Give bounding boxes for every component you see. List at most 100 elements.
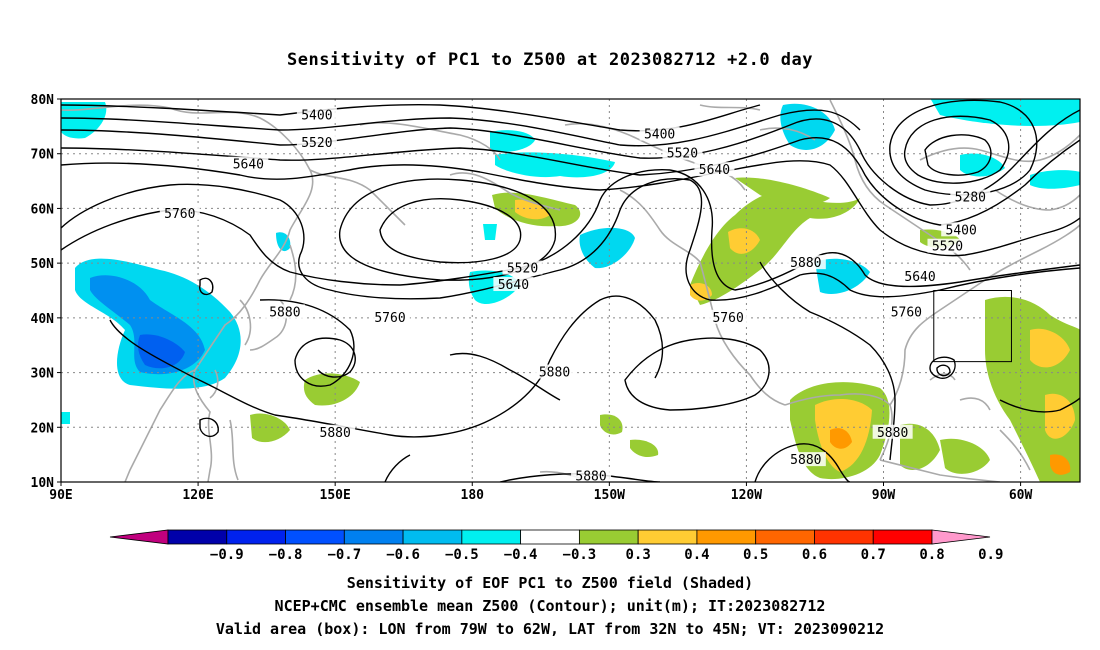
lat-tick-label-6: 20N bbox=[31, 421, 55, 436]
valid-area-box bbox=[933, 290, 1012, 363]
contour-label-12: 5880 bbox=[785, 255, 826, 271]
contour-label-16: 5880 bbox=[264, 304, 305, 320]
svg-text:5760: 5760 bbox=[374, 311, 405, 326]
svg-text:5880: 5880 bbox=[539, 366, 570, 381]
colorbar-label-0: −0.9 bbox=[210, 547, 244, 563]
colorbar-arrow-right bbox=[931, 529, 991, 545]
svg-text:5880: 5880 bbox=[877, 426, 908, 441]
svg-text:5400: 5400 bbox=[946, 223, 977, 238]
footer-line-3: Valid area (box): LON from 79W to 62W, L… bbox=[215, 620, 885, 638]
svg-text:5520: 5520 bbox=[301, 136, 332, 151]
shade-positive-canada bbox=[690, 191, 860, 305]
svg-text:5640: 5640 bbox=[699, 163, 730, 178]
lon-tick-label-7: 60W bbox=[1009, 488, 1033, 503]
contour-label-15: 5760 bbox=[370, 309, 411, 326]
svg-text:5640: 5640 bbox=[498, 278, 529, 293]
lon-tick-label-1: 120E bbox=[182, 488, 213, 503]
svg-text:5880: 5880 bbox=[790, 256, 821, 271]
lat-tick-label-0: 80N bbox=[31, 93, 55, 108]
contour-label-14: 5640 bbox=[493, 277, 534, 293]
colorbar: −0.9 −0.8 −0.7 −0.6 −0.5 −0.4 −0.3 0.3 0.4 0.5 0.6… bbox=[109, 529, 1003, 563]
contour-label-7: 5280 bbox=[950, 189, 991, 205]
contour-label-8: 5400 bbox=[941, 222, 982, 238]
colorbar-box-2 bbox=[285, 529, 345, 545]
colorbar-box-7 bbox=[578, 529, 639, 545]
colorbar-box-9 bbox=[696, 529, 757, 545]
lon-tick-label-5: 120W bbox=[731, 488, 762, 503]
contour-label-20: 5880 bbox=[571, 468, 612, 485]
svg-text:5760: 5760 bbox=[712, 311, 743, 326]
lon-tick-label-0: 90E bbox=[49, 488, 72, 503]
plot-frame bbox=[60, 98, 1081, 483]
svg-text:5880: 5880 bbox=[575, 470, 606, 485]
svg-text:5760: 5760 bbox=[164, 207, 195, 222]
contour-label-22: 5880 bbox=[872, 424, 913, 441]
contour-label-19: 5880 bbox=[315, 424, 356, 441]
lat-tick-label-3: 50N bbox=[31, 257, 55, 272]
colorbar-label-9: 0.5 bbox=[743, 547, 768, 563]
lon-tick-label-3: 180 bbox=[461, 488, 485, 503]
contour-label-13: 5520 bbox=[502, 260, 543, 277]
footer-line-2: NCEP+CMC ensemble mean Z500 (Contour); u… bbox=[274, 597, 826, 615]
svg-text:5400: 5400 bbox=[644, 128, 675, 143]
colorbar-label-13: 0.9 bbox=[978, 547, 1003, 563]
colorbar-box-3 bbox=[343, 529, 404, 545]
colorbar-label-6: −0.3 bbox=[563, 547, 597, 563]
contour-label-3: 5520 bbox=[662, 145, 703, 162]
lon-tick-label-6: 90W bbox=[872, 488, 896, 503]
colorbar-box-11 bbox=[814, 529, 874, 545]
colorbar-label-11: 0.7 bbox=[861, 547, 886, 563]
colorbar-label-2: −0.7 bbox=[327, 547, 361, 563]
footer-line-1: Sensitivity of EOF PC1 to Z500 field (Sh… bbox=[346, 574, 754, 592]
lat-tick-label-7: 10N bbox=[31, 476, 55, 491]
contour-label-18: 5880 bbox=[534, 364, 575, 381]
gridlines bbox=[61, 99, 1080, 482]
svg-text:5880: 5880 bbox=[790, 453, 821, 468]
svg-text:5880: 5880 bbox=[269, 305, 300, 320]
contour-label-21: 5880 bbox=[785, 452, 826, 468]
lat-tick-label-5: 30N bbox=[31, 367, 55, 382]
svg-text:5520: 5520 bbox=[507, 262, 538, 277]
svg-text:5640: 5640 bbox=[233, 158, 264, 173]
contour-label-0: 5400 bbox=[296, 107, 337, 123]
svg-text:5880: 5880 bbox=[320, 426, 351, 441]
shade-negative-eastasia-deep bbox=[137, 334, 185, 369]
contour-label-1: 5400 bbox=[639, 126, 680, 143]
colorbar-box-1 bbox=[226, 529, 286, 545]
map-title: Sensitivity of PC1 to Z500 at 2023082712… bbox=[286, 50, 813, 70]
colorbar-label-4: −0.5 bbox=[445, 547, 479, 563]
contour-label-11: 5760 bbox=[886, 304, 927, 320]
longitude-tick-labels: 90E 120E 150E 180 150W 120W 90W 60W bbox=[49, 482, 1033, 503]
latitude-tick-labels: 80N 70N 60N 50N 40N 30N 20N 10N bbox=[31, 93, 61, 491]
svg-text:5520: 5520 bbox=[932, 240, 963, 255]
svg-text:5760: 5760 bbox=[891, 305, 922, 320]
colorbar-label-1: −0.8 bbox=[269, 547, 303, 563]
lon-tick-label-4: 150W bbox=[594, 488, 625, 503]
colorbar-box-5 bbox=[461, 529, 522, 545]
contour-label-4: 5640 bbox=[228, 156, 269, 173]
svg-text:5280: 5280 bbox=[955, 190, 986, 205]
colorbar-arrow-left bbox=[109, 529, 169, 545]
lat-tick-label-1: 70N bbox=[31, 148, 55, 163]
colorbar-box-4 bbox=[402, 529, 463, 545]
colorbar-label-8: 0.4 bbox=[684, 547, 709, 563]
colorbar-label-10: 0.6 bbox=[802, 547, 827, 563]
colorbar-box-8 bbox=[637, 529, 698, 545]
colorbar-label-7: 0.3 bbox=[626, 547, 651, 563]
colorbar-box-12 bbox=[872, 529, 933, 545]
colorbar-box-0 bbox=[167, 529, 228, 545]
contour-label-9: 5520 bbox=[927, 238, 968, 255]
shade-positive-atlantic bbox=[985, 296, 1080, 482]
colorbar-box-10 bbox=[755, 529, 815, 545]
svg-text:5520: 5520 bbox=[667, 147, 698, 162]
lat-tick-label-4: 40N bbox=[31, 312, 55, 327]
colorbar-label-12: 0.8 bbox=[919, 547, 944, 563]
lat-tick-label-2: 60N bbox=[31, 202, 55, 217]
contour-label-17: 5760 bbox=[708, 309, 749, 326]
contour-label-2: 5520 bbox=[296, 134, 337, 151]
svg-text:5640: 5640 bbox=[904, 270, 935, 285]
colorbar-label-3: −0.6 bbox=[386, 547, 420, 563]
shaded-regions bbox=[61, 99, 1080, 482]
